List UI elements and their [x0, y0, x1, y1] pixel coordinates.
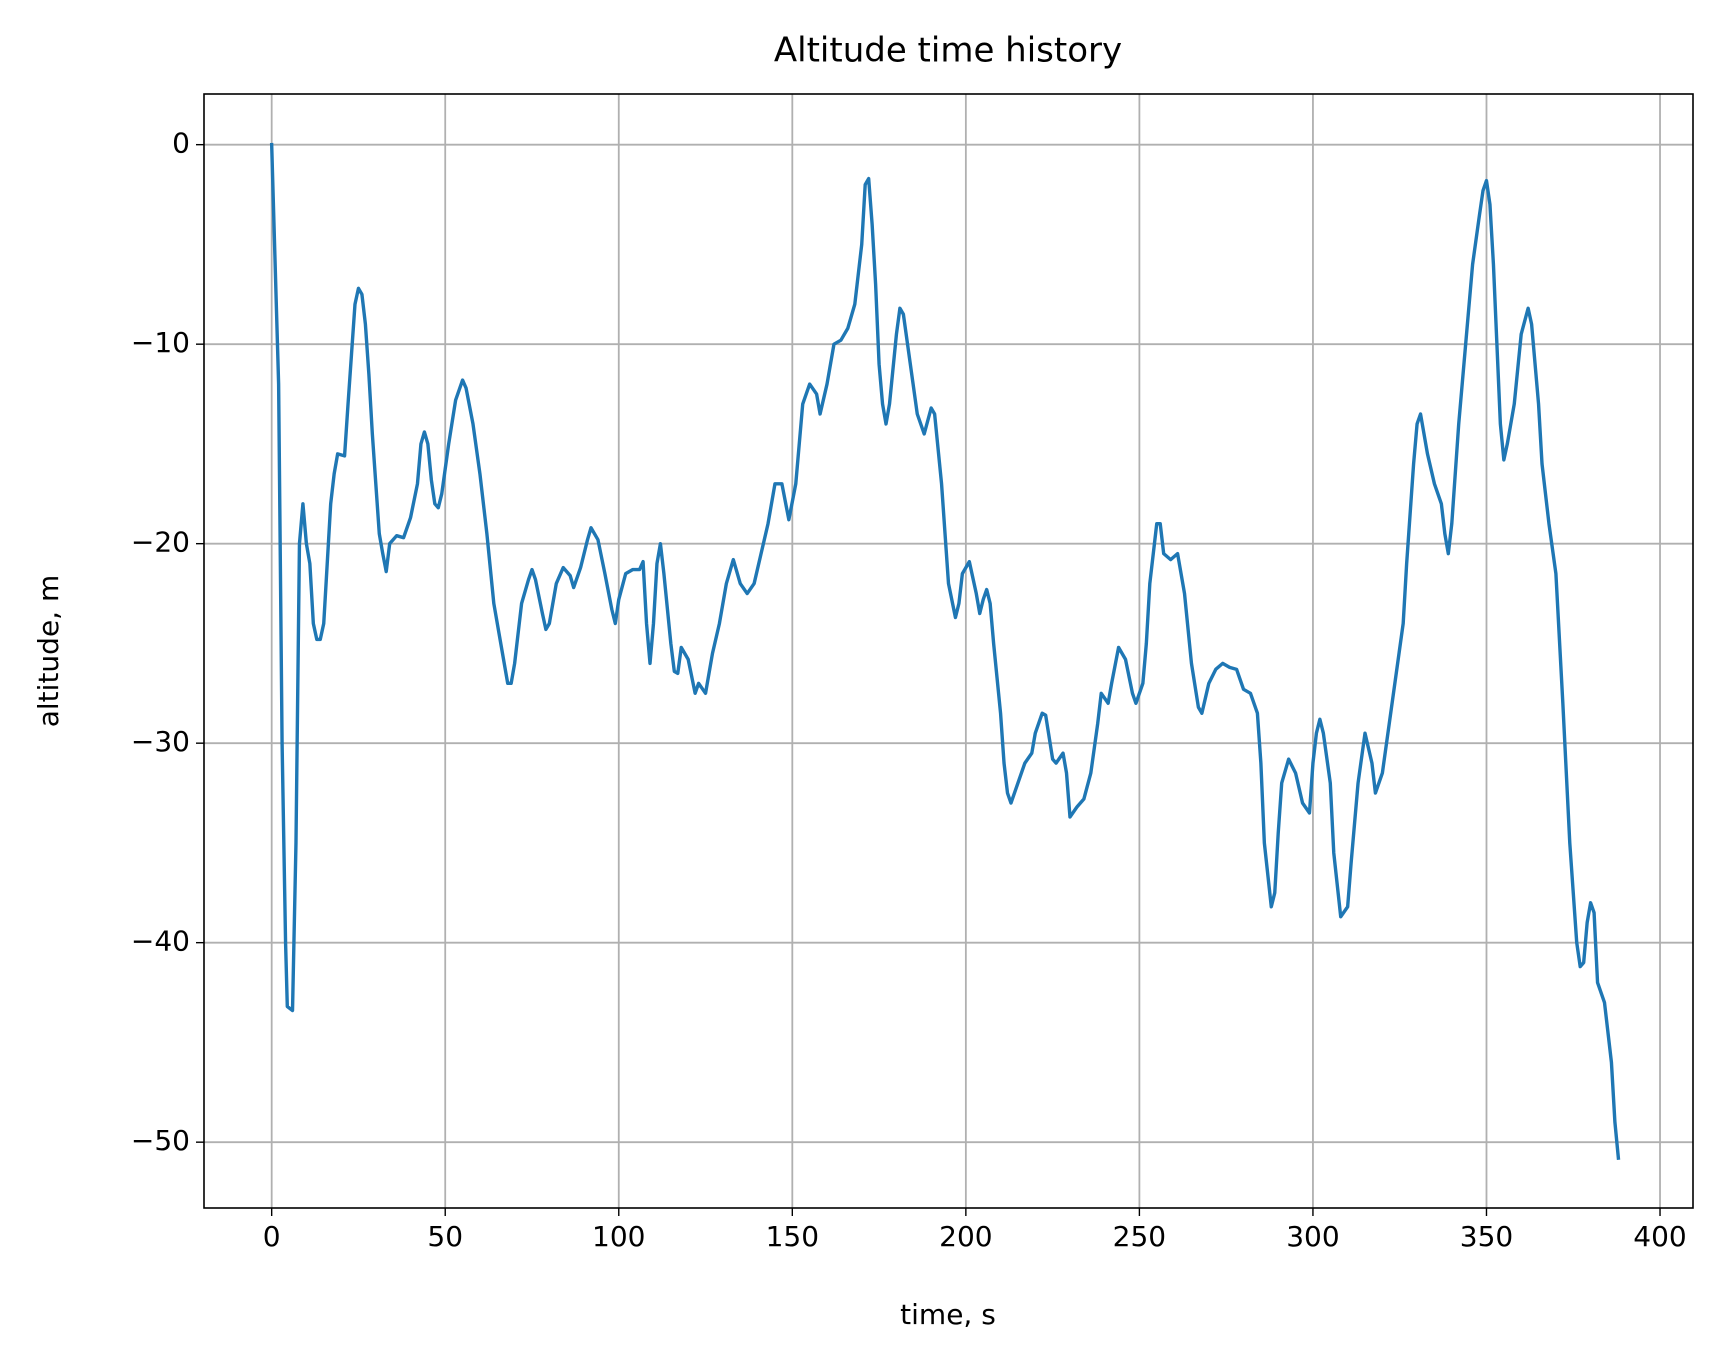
- y-axis-label: altitude, m: [32, 575, 65, 728]
- x-tick-label: 250: [1113, 1220, 1166, 1253]
- data-line: [269, 142, 1621, 1160]
- plot-area: [269, 142, 1621, 1160]
- x-tick-label: 350: [1460, 1220, 1513, 1253]
- x-tick-label: 400: [1633, 1220, 1686, 1253]
- x-tick-label: 200: [939, 1220, 992, 1253]
- axes-frame: [203, 93, 1694, 1209]
- grid: [204, 94, 1693, 1208]
- chart-title: Altitude time history: [774, 31, 1122, 71]
- x-tick-label: 50: [427, 1220, 463, 1253]
- y-tick-label: −40: [131, 925, 190, 958]
- y-tick-label: −50: [131, 1124, 190, 1157]
- y-tick-label: −10: [131, 326, 190, 359]
- y-tick-label: 0: [172, 127, 190, 160]
- x-tick-label: 300: [1286, 1220, 1339, 1253]
- x-tick-label: 100: [592, 1220, 645, 1253]
- y-tick-label: −20: [131, 526, 190, 559]
- y-tick-label: −30: [131, 725, 190, 758]
- x-tick-label: 0: [263, 1220, 281, 1253]
- x-axis-label: time, s: [900, 1298, 996, 1331]
- x-tick-label: 150: [766, 1220, 819, 1253]
